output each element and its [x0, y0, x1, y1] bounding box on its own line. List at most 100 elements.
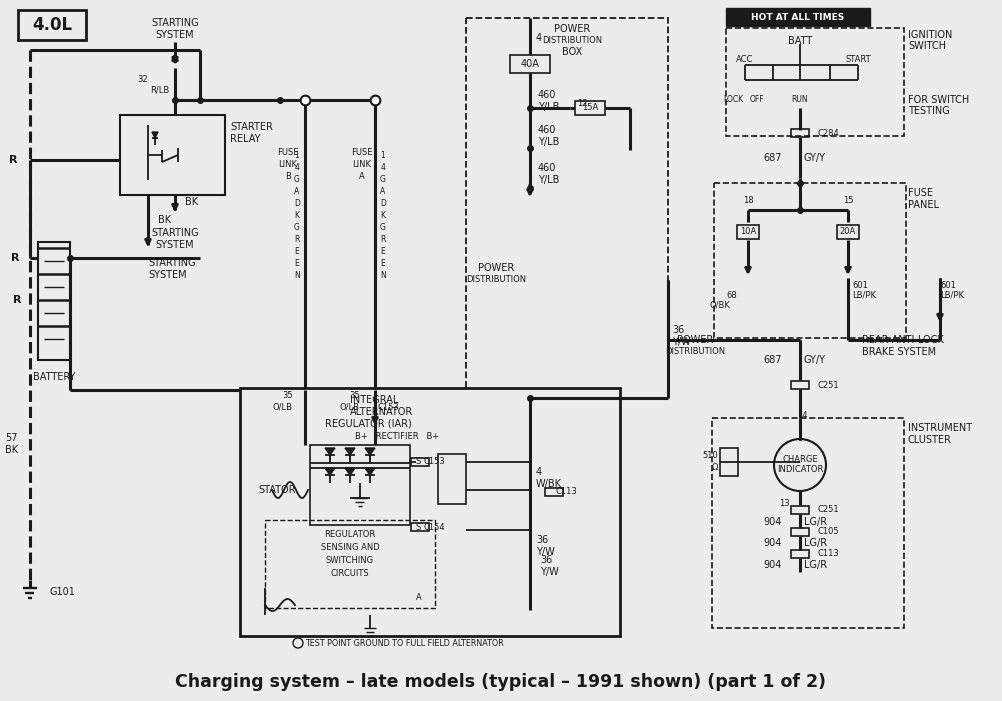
Text: GY/Y: GY/Y [804, 153, 826, 163]
Text: SWITCHING: SWITCHING [326, 556, 374, 565]
Text: O/LB: O/LB [340, 402, 360, 411]
Bar [438, 454, 466, 504]
Text: R: R [11, 253, 20, 263]
Text: A: A [359, 172, 365, 181]
Text: DISTRIBUTION: DISTRIBUTION [466, 275, 525, 285]
Text: E: E [295, 259, 299, 268]
Text: Y/LB: Y/LB [537, 137, 559, 147]
Text: LG/R: LG/R [804, 517, 827, 527]
Bar [366, 403, 384, 411]
Text: 687: 687 [763, 153, 782, 163]
Text: REAR ANTI-LOCK: REAR ANTI-LOCK [861, 335, 943, 345]
Text: 4: 4 [380, 163, 385, 172]
Polygon shape [345, 448, 355, 455]
Text: LG/R: LG/R [804, 560, 827, 570]
Text: PANEL: PANEL [907, 200, 938, 210]
Text: O/BK: O/BK [708, 301, 729, 310]
Text: 4.0L: 4.0L [32, 16, 72, 34]
Polygon shape [365, 448, 375, 455]
Polygon shape [152, 132, 158, 138]
Text: C153: C153 [424, 458, 445, 466]
Text: HOT AT ALL TIMES: HOT AT ALL TIMES [750, 13, 844, 22]
Text: 32: 32 [137, 76, 148, 85]
Text: 1: 1 [295, 151, 299, 160]
Bar [791, 506, 809, 514]
Bar [509, 55, 549, 73]
Text: SYSTEM: SYSTEM [155, 240, 194, 250]
Text: C154: C154 [424, 522, 445, 531]
Text: TESTING: TESTING [907, 106, 949, 116]
Text: BATT: BATT [788, 36, 812, 46]
Text: LINK: LINK [352, 160, 371, 169]
Text: GY/Y: GY/Y [804, 355, 826, 365]
Text: IGNITION: IGNITION [907, 30, 952, 40]
Text: SYSTEM: SYSTEM [155, 30, 194, 40]
Text: START: START [845, 55, 870, 64]
Text: 35: 35 [283, 391, 293, 400]
Text: RELAY: RELAY [229, 134, 261, 144]
Text: POWER: POWER [553, 24, 589, 34]
Text: LOCK: LOCK [722, 95, 742, 104]
Text: LINK: LINK [279, 160, 298, 169]
Text: FOR SWITCH: FOR SWITCH [907, 95, 968, 105]
Text: B: B [285, 172, 291, 181]
Text: R/LB: R/LB [150, 86, 169, 95]
Bar [239, 388, 619, 636]
Text: LG/R: LG/R [804, 538, 827, 548]
Text: S: S [416, 522, 421, 531]
Bar [574, 101, 604, 115]
Text: 35: 35 [349, 391, 360, 400]
Text: G: G [294, 175, 300, 184]
Text: 4: 4 [295, 163, 300, 172]
Text: STARTER: STARTER [229, 122, 273, 132]
Text: BK: BK [5, 445, 18, 455]
Text: 20A: 20A [839, 228, 856, 236]
Text: Y/LB: Y/LB [537, 102, 559, 112]
Text: D: D [294, 198, 300, 207]
Text: Y/W: Y/W [535, 547, 554, 557]
Text: 904: 904 [763, 560, 782, 570]
Text: C251: C251 [818, 381, 839, 390]
Text: BRAKE SYSTEM: BRAKE SYSTEM [861, 347, 935, 357]
Text: SYSTEM: SYSTEM [148, 270, 186, 280]
Polygon shape [325, 448, 335, 455]
Text: Ω: Ω [710, 463, 717, 472]
Text: Charging system – late models (typical – 1991 shown) (part 1 of 2): Charging system – late models (typical –… [175, 673, 826, 691]
Text: LB/PK: LB/PK [851, 290, 875, 299]
Bar [411, 523, 429, 531]
Text: G: G [294, 222, 300, 231]
Text: 601: 601 [939, 280, 955, 290]
Text: ALTERNATOR: ALTERNATOR [350, 407, 413, 417]
Text: LB/PK: LB/PK [939, 290, 963, 299]
Text: 10A: 10A [739, 228, 756, 236]
Text: B+   RECTIFIER   B+: B+ RECTIFIER B+ [355, 432, 439, 441]
Bar [736, 225, 759, 239]
Bar [411, 458, 429, 466]
Text: ACC: ACC [735, 55, 753, 64]
Text: 4: 4 [535, 467, 542, 477]
Text: G: G [380, 222, 386, 231]
Polygon shape [365, 468, 375, 475]
Text: 4: 4 [535, 33, 542, 43]
Text: A: A [380, 186, 385, 196]
Text: 904: 904 [763, 538, 782, 548]
Bar [310, 445, 410, 525]
Text: 904: 904 [763, 517, 782, 527]
Text: S: S [416, 458, 421, 466]
Text: STARTING: STARTING [148, 258, 195, 268]
Text: K: K [380, 210, 385, 219]
Text: D: D [380, 198, 386, 207]
Text: A: A [294, 186, 300, 196]
Text: BK: BK [184, 197, 198, 207]
Text: TEST POINT GROUND TO FULL FIELD ALTERNATOR: TEST POINT GROUND TO FULL FIELD ALTERNAT… [305, 639, 503, 648]
Text: E: E [380, 247, 385, 255]
Text: BK: BK [158, 215, 171, 225]
Text: A: A [416, 594, 421, 602]
Text: 510: 510 [701, 451, 717, 459]
Text: C113: C113 [555, 487, 577, 496]
Text: 601: 601 [851, 280, 867, 290]
Bar [265, 520, 435, 608]
Text: BOX: BOX [561, 47, 581, 57]
Text: FUSE: FUSE [907, 188, 932, 198]
Bar [466, 18, 667, 398]
